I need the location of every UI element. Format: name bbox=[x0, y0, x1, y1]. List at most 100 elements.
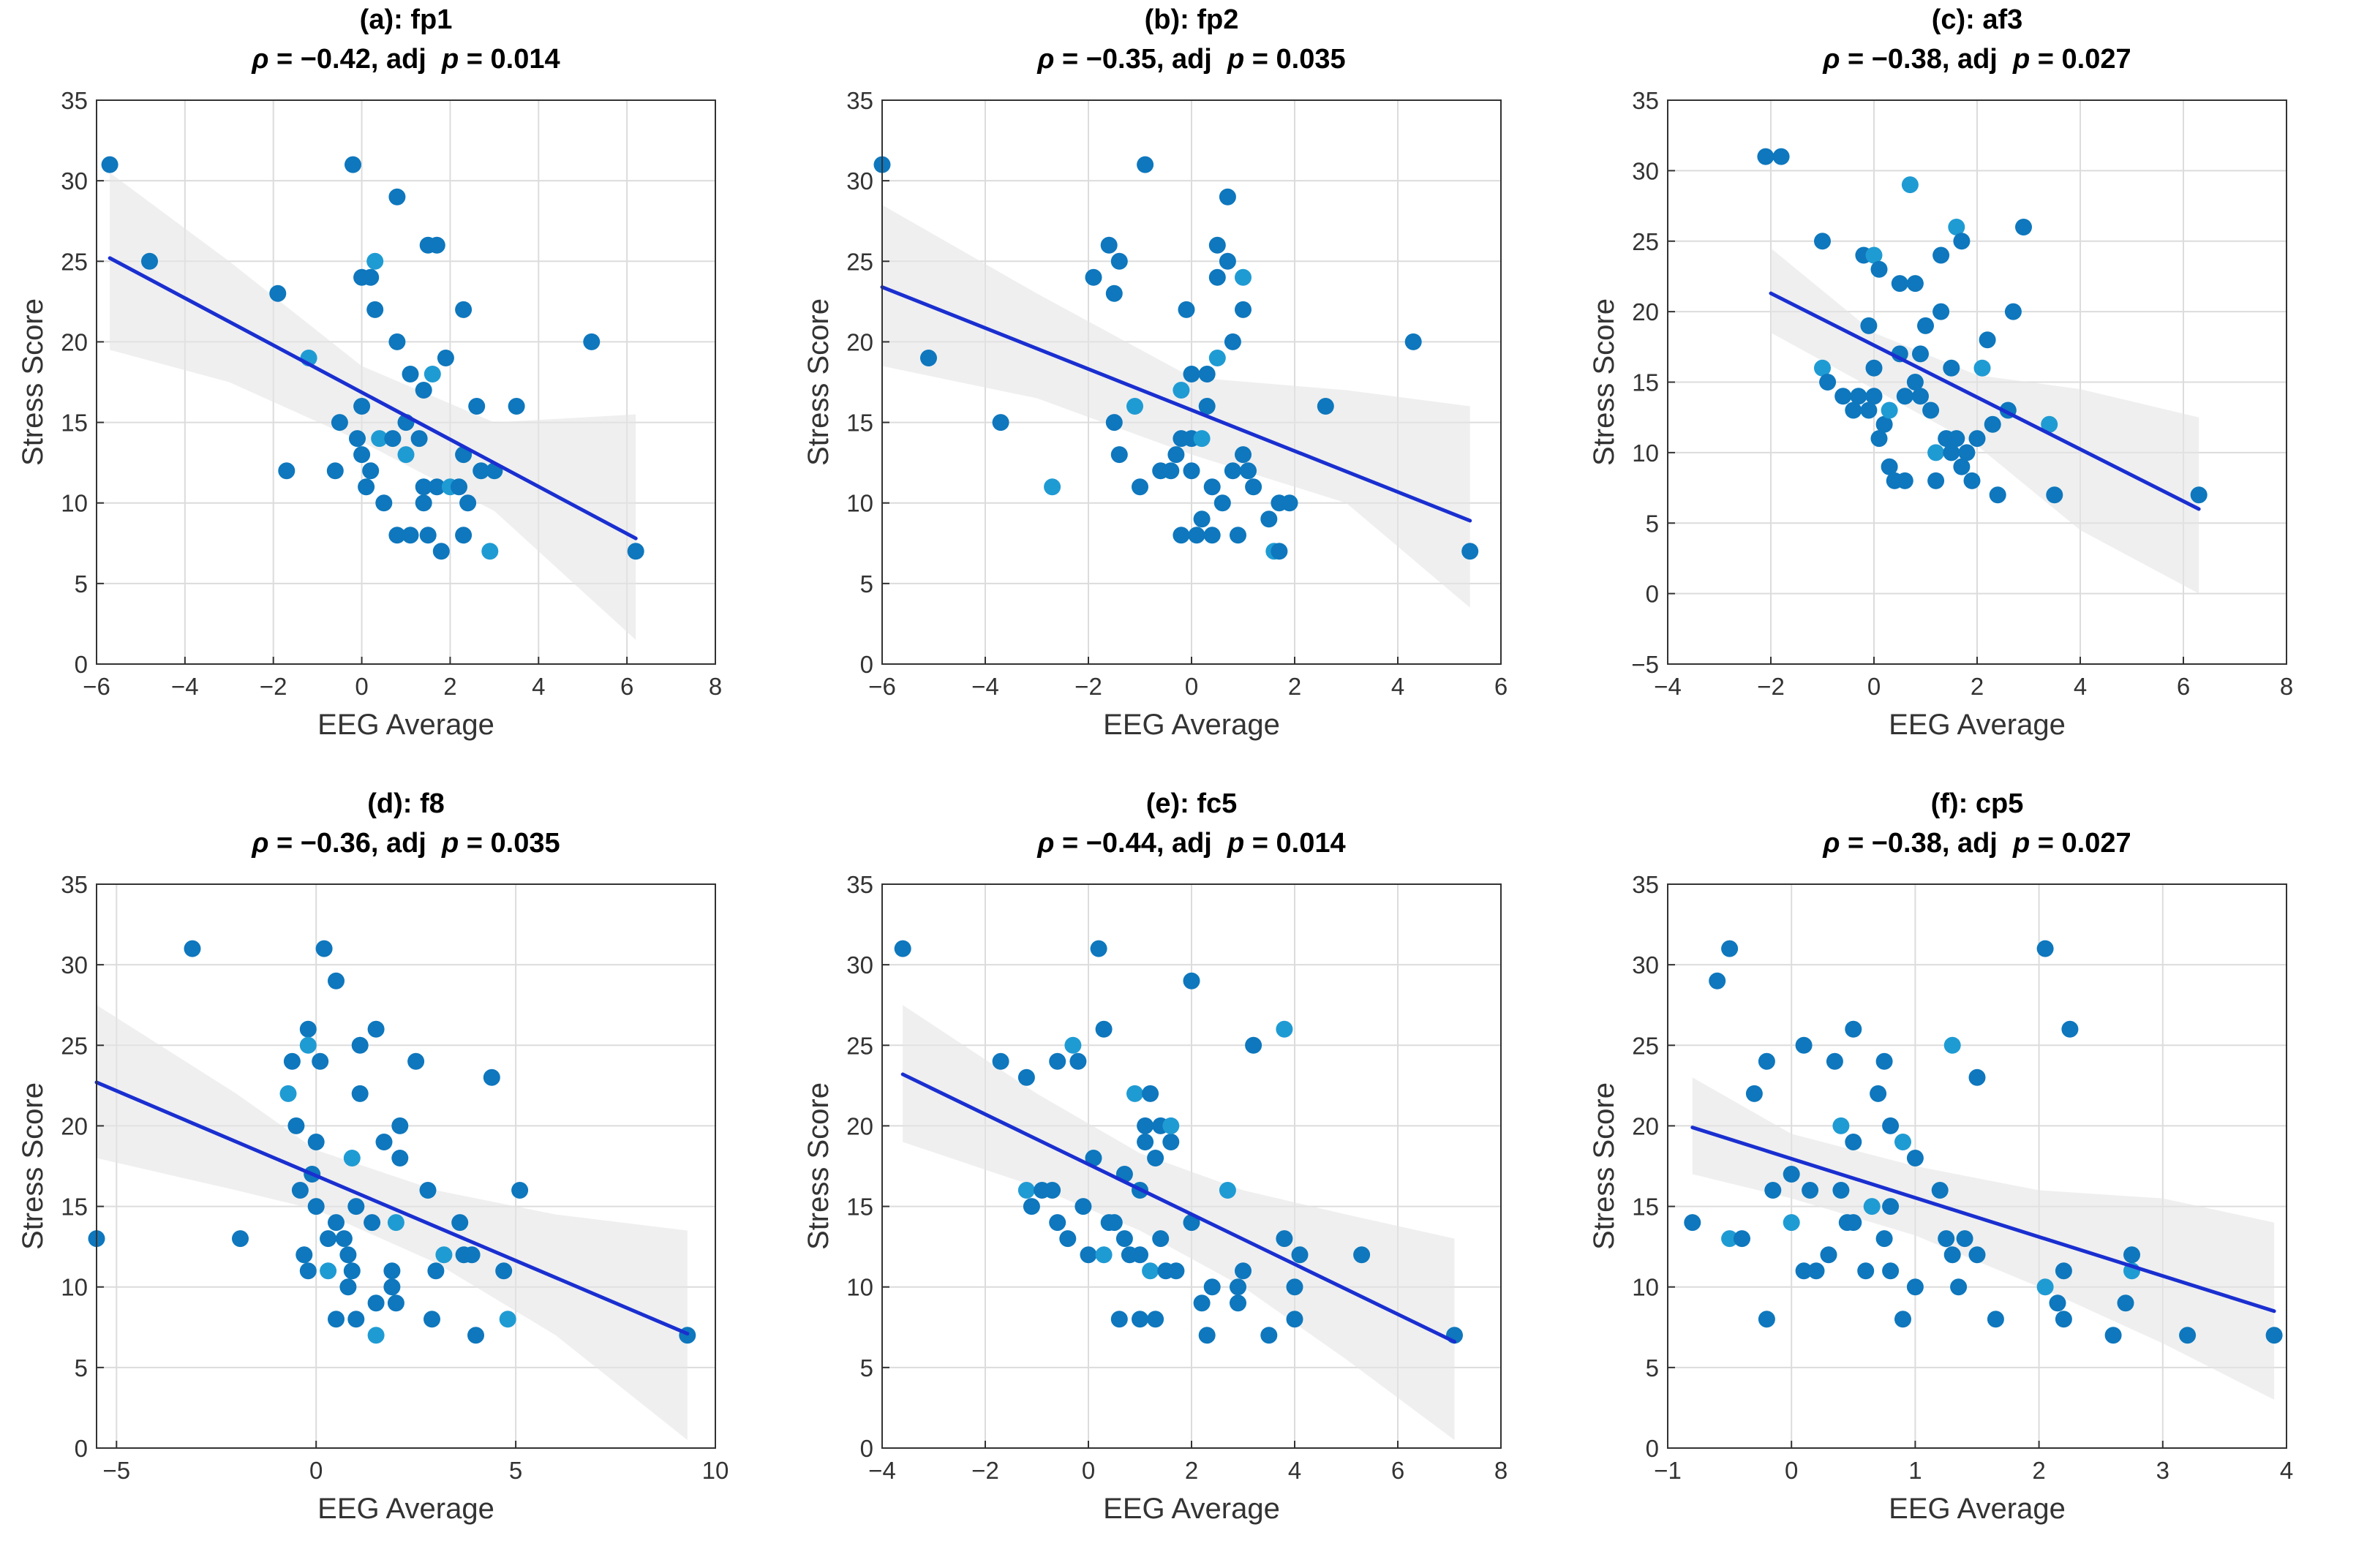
y-tick-label: 25 bbox=[846, 248, 873, 275]
data-point bbox=[388, 188, 406, 206]
data-point bbox=[362, 462, 380, 480]
data-point bbox=[1162, 1134, 1180, 1150]
y-tick-label: 0 bbox=[860, 1435, 873, 1462]
data-point bbox=[388, 333, 406, 350]
data-point bbox=[1968, 1246, 1986, 1264]
chart-title: (b): fp2 bbox=[1144, 4, 1239, 35]
data-point bbox=[1721, 1230, 1739, 1248]
data-point bbox=[467, 1327, 484, 1344]
x-tick-label: 6 bbox=[1391, 1457, 1404, 1484]
data-point bbox=[1208, 236, 1226, 254]
data-point bbox=[2190, 486, 2208, 504]
data-point bbox=[391, 1150, 409, 1166]
data-point bbox=[1807, 1262, 1825, 1280]
y-tick-label: 35 bbox=[846, 87, 873, 114]
confidence-band bbox=[110, 173, 636, 641]
data-point bbox=[1162, 1117, 1180, 1134]
data-point bbox=[1235, 268, 1252, 286]
data-point bbox=[339, 1278, 357, 1296]
data-point bbox=[1870, 430, 1888, 448]
subtitle-rho-symbol: ρ bbox=[1823, 828, 1840, 859]
data-point bbox=[1193, 1294, 1211, 1312]
x-tick-label: 3 bbox=[2156, 1457, 2169, 1484]
x-tick-label: 0 bbox=[1082, 1457, 1095, 1484]
x-tick-label: 6 bbox=[620, 673, 633, 700]
y-tick-label: 15 bbox=[61, 410, 88, 437]
x-tick-label: −4 bbox=[868, 1457, 896, 1484]
data-point bbox=[419, 1182, 437, 1199]
data-point bbox=[1235, 446, 1252, 464]
x-tick-label: −1 bbox=[1654, 1457, 1682, 1484]
x-tick-label: 2 bbox=[443, 673, 456, 700]
y-tick-label: 10 bbox=[846, 490, 873, 517]
data-point bbox=[1860, 317, 1878, 334]
y-tick-label: 10 bbox=[61, 1274, 88, 1301]
data-point bbox=[1105, 1214, 1123, 1232]
data-point bbox=[495, 1262, 513, 1280]
data-point bbox=[1850, 388, 1867, 405]
x-tick-label: 1 bbox=[1908, 1457, 1922, 1484]
data-point bbox=[1758, 1311, 1775, 1328]
subtitle-rho-text: = −0.44, adj bbox=[1054, 828, 1227, 859]
data-point bbox=[1183, 462, 1200, 480]
x-tick-label: −4 bbox=[171, 673, 199, 700]
x-tick-label: 4 bbox=[2074, 673, 2087, 700]
data-point bbox=[383, 1278, 401, 1296]
data-point bbox=[367, 1327, 385, 1344]
data-point bbox=[320, 1230, 337, 1248]
data-point bbox=[1069, 1052, 1087, 1070]
data-point bbox=[351, 1036, 369, 1054]
y-tick-label: 0 bbox=[860, 651, 873, 678]
data-point bbox=[1152, 1230, 1170, 1248]
data-point bbox=[1814, 233, 1831, 250]
data-point bbox=[364, 1214, 381, 1232]
data-point bbox=[1100, 236, 1118, 254]
data-point bbox=[1783, 1166, 1800, 1183]
data-point bbox=[1845, 402, 1862, 419]
data-point bbox=[1110, 446, 1128, 464]
data-point bbox=[1230, 1278, 1246, 1296]
data-point bbox=[451, 1214, 469, 1232]
data-point bbox=[1906, 1278, 1924, 1296]
y-tick-label: 35 bbox=[1632, 871, 1659, 898]
subtitle-rho-text: = −0.36, adj bbox=[268, 828, 442, 859]
data-point bbox=[627, 543, 644, 560]
x-tick-label: 8 bbox=[1494, 1457, 1508, 1484]
data-point bbox=[1906, 275, 1924, 293]
data-point bbox=[1832, 1117, 1850, 1134]
data-point bbox=[1906, 374, 1924, 391]
x-tick-label: −2 bbox=[971, 1457, 999, 1484]
data-point bbox=[1404, 333, 1422, 350]
axes-box bbox=[96, 883, 716, 1449]
subtitle-p-text: = 0.035 bbox=[459, 828, 560, 859]
data-point bbox=[1023, 1198, 1040, 1215]
data-point bbox=[1105, 284, 1123, 302]
y-tick-label: 35 bbox=[1632, 87, 1659, 114]
data-point bbox=[1235, 1262, 1252, 1280]
x-tick-label: 4 bbox=[532, 673, 545, 700]
data-point bbox=[1979, 331, 1996, 349]
data-point bbox=[1291, 1246, 1309, 1264]
data-point bbox=[1927, 472, 1945, 489]
data-point bbox=[415, 382, 432, 399]
data-point bbox=[331, 414, 348, 431]
data-point bbox=[1095, 1020, 1113, 1038]
data-point bbox=[428, 236, 445, 254]
y-tick-label: 30 bbox=[61, 167, 88, 195]
data-point bbox=[1984, 415, 2001, 433]
data-point bbox=[424, 366, 441, 382]
y-tick-label: 0 bbox=[1646, 1435, 1659, 1462]
data-point bbox=[402, 527, 419, 544]
data-point bbox=[1894, 1134, 1911, 1150]
data-point bbox=[1943, 1246, 1961, 1264]
confidence-band bbox=[1692, 1077, 2275, 1400]
data-point bbox=[1772, 148, 1790, 165]
data-point bbox=[1074, 1198, 1092, 1215]
data-point bbox=[894, 940, 911, 957]
data-point bbox=[299, 1036, 317, 1054]
y-tick-label: 30 bbox=[846, 951, 873, 979]
chart-panel: (c): af3 ρ = −0.38, adj p = 0.027 −4 −2 0 2 4 6… bbox=[1571, 0, 2356, 784]
x-tick-label: 4 bbox=[1288, 1457, 1301, 1484]
data-point bbox=[1927, 444, 1945, 461]
data-point bbox=[1188, 527, 1205, 544]
